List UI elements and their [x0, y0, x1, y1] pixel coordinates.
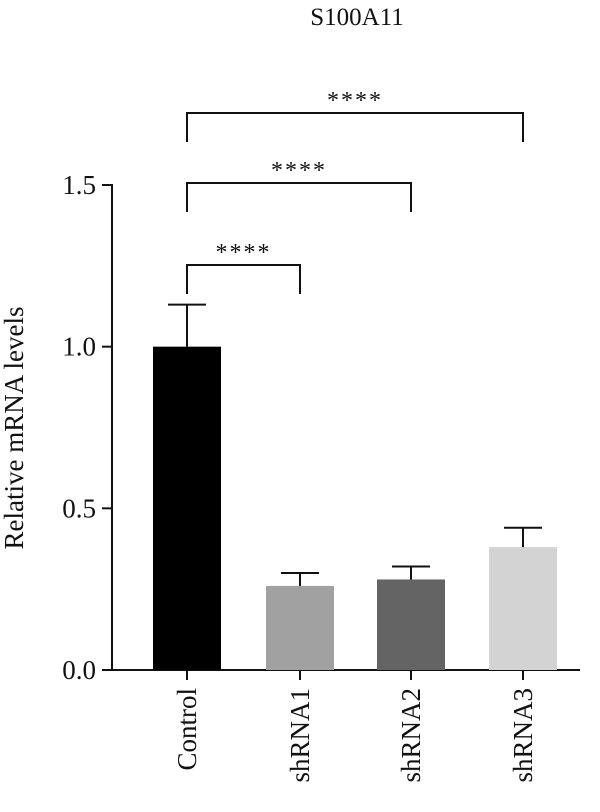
- significance-bracket: [186, 264, 301, 294]
- plot-area: 0.0 0.5 1.0 1.5 Control shRNA1 shRNA2 shRNA3 ***…: [62, 88, 580, 783]
- x-tick-label: shRNA1: [285, 688, 315, 783]
- significance-label: ****: [271, 158, 327, 184]
- x-tick-label: shRNA3: [508, 688, 538, 783]
- significance-bracket: [186, 112, 524, 142]
- y-tick-label: 0.0: [62, 655, 96, 685]
- y-tick-label: 1.5: [62, 170, 96, 200]
- bar-shrna2: [377, 579, 445, 670]
- bar-shrna3: [489, 547, 557, 670]
- y-tick-label: 1.0: [62, 332, 96, 362]
- x-tick-label: Control: [172, 688, 202, 771]
- bar-control: [153, 346, 221, 670]
- chart-title: S100A11: [310, 4, 404, 31]
- bar-shrna1: [266, 585, 334, 670]
- y-tick-label: 0.5: [62, 493, 96, 523]
- significance-label: ****: [327, 88, 383, 114]
- significance-label: ****: [216, 240, 272, 266]
- x-tick-label: shRNA2: [396, 688, 426, 783]
- y-axis-label: Relative mRNA levels: [0, 307, 29, 550]
- significance-bracket: [186, 182, 412, 212]
